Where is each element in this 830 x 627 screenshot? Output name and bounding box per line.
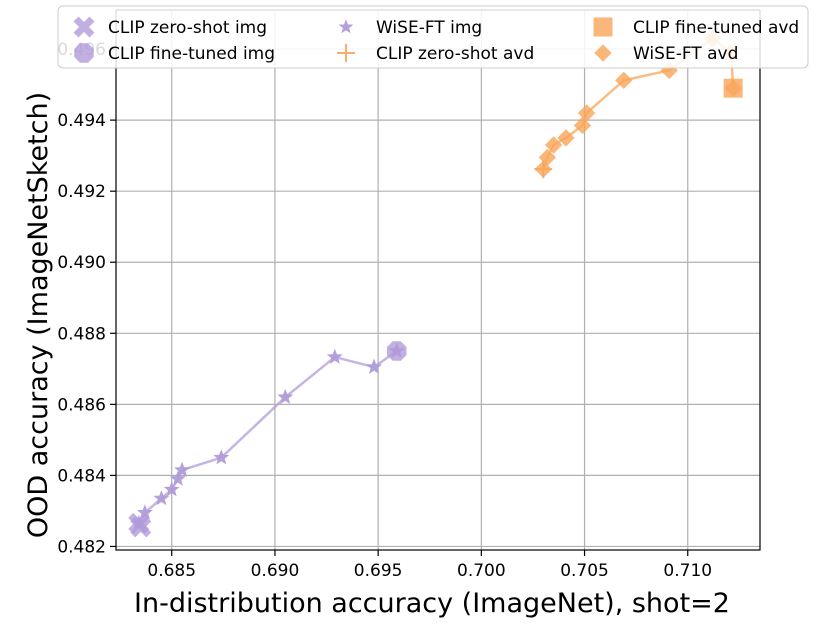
x-axis-ticks: 0.685 0.690 0.695 0.700 0.705 0.710 — [147, 550, 712, 581]
legend-label: CLIP fine-tuned avd — [633, 18, 799, 38]
legend-item: WiSE-FT avd — [594, 44, 738, 64]
y-tick-label: 0.486 — [57, 395, 106, 415]
legend-item: CLIP zero-shot img — [73, 16, 267, 38]
data-point — [163, 481, 180, 497]
series-lines — [137, 36, 735, 524]
data-point — [153, 490, 170, 506]
plot-frame — [115, 9, 761, 551]
series-markers — [128, 29, 743, 538]
y-tick-label: 0.494 — [57, 111, 106, 131]
data-point — [366, 358, 382, 374]
y-tick-label: 0.490 — [57, 253, 106, 273]
x-axis-label: In-distribution accuracy (ImageNet), sho… — [134, 588, 730, 619]
legend-box — [57, 5, 809, 69]
data-point — [577, 104, 596, 122]
legend-marker — [74, 43, 94, 63]
x-tick-label: 0.695 — [354, 561, 403, 581]
y-tick-label: 0.482 — [57, 537, 106, 557]
y-tick-label: 0.484 — [57, 466, 106, 486]
legend-label: WiSE-FT img — [376, 18, 482, 38]
data-point — [213, 449, 230, 465]
data-point — [534, 160, 553, 179]
legend-marker — [338, 19, 354, 34]
y-axis-label: OOD accuracy (ImageNetSketch) — [23, 92, 54, 538]
legend-marker — [337, 44, 355, 62]
legend-item: CLIP fine-tuned avd — [593, 17, 799, 38]
legend: CLIP zero-shot img WiSE-FT img CLIP fine-t… — [57, 5, 809, 69]
y-tick-label: 0.492 — [57, 182, 106, 202]
grid — [116, 10, 760, 550]
legend-item: WiSE-FT img — [338, 18, 482, 38]
legend-label: CLIP zero-shot avd — [376, 44, 534, 64]
x-tick-label: 0.685 — [147, 561, 196, 581]
legend-marker — [593, 17, 613, 37]
legend-marker — [594, 44, 612, 62]
y-tick-label: 0.488 — [57, 324, 106, 344]
legend-item: CLIP fine-tuned img — [74, 43, 275, 64]
legend-label: WiSE-FT avd — [633, 44, 738, 64]
legend-marker — [73, 16, 95, 38]
data-point — [557, 129, 575, 147]
data-point — [169, 470, 186, 486]
legend-label: CLIP fine-tuned img — [108, 44, 275, 64]
data-point — [386, 341, 407, 361]
x-tick-label: 0.690 — [251, 561, 300, 581]
data-point — [615, 71, 633, 90]
data-point — [544, 136, 563, 154]
x-tick-label: 0.700 — [457, 561, 506, 581]
data-point — [277, 388, 294, 405]
legend-item: CLIP zero-shot avd — [337, 44, 534, 64]
x-tick-label: 0.705 — [560, 561, 609, 581]
data-point — [130, 516, 152, 538]
data-point — [174, 461, 191, 477]
data-point — [723, 78, 743, 98]
series-line — [137, 350, 398, 524]
legend-label: CLIP zero-shot img — [108, 18, 267, 38]
x-tick-label: 0.710 — [663, 561, 712, 581]
data-point — [326, 348, 343, 364]
